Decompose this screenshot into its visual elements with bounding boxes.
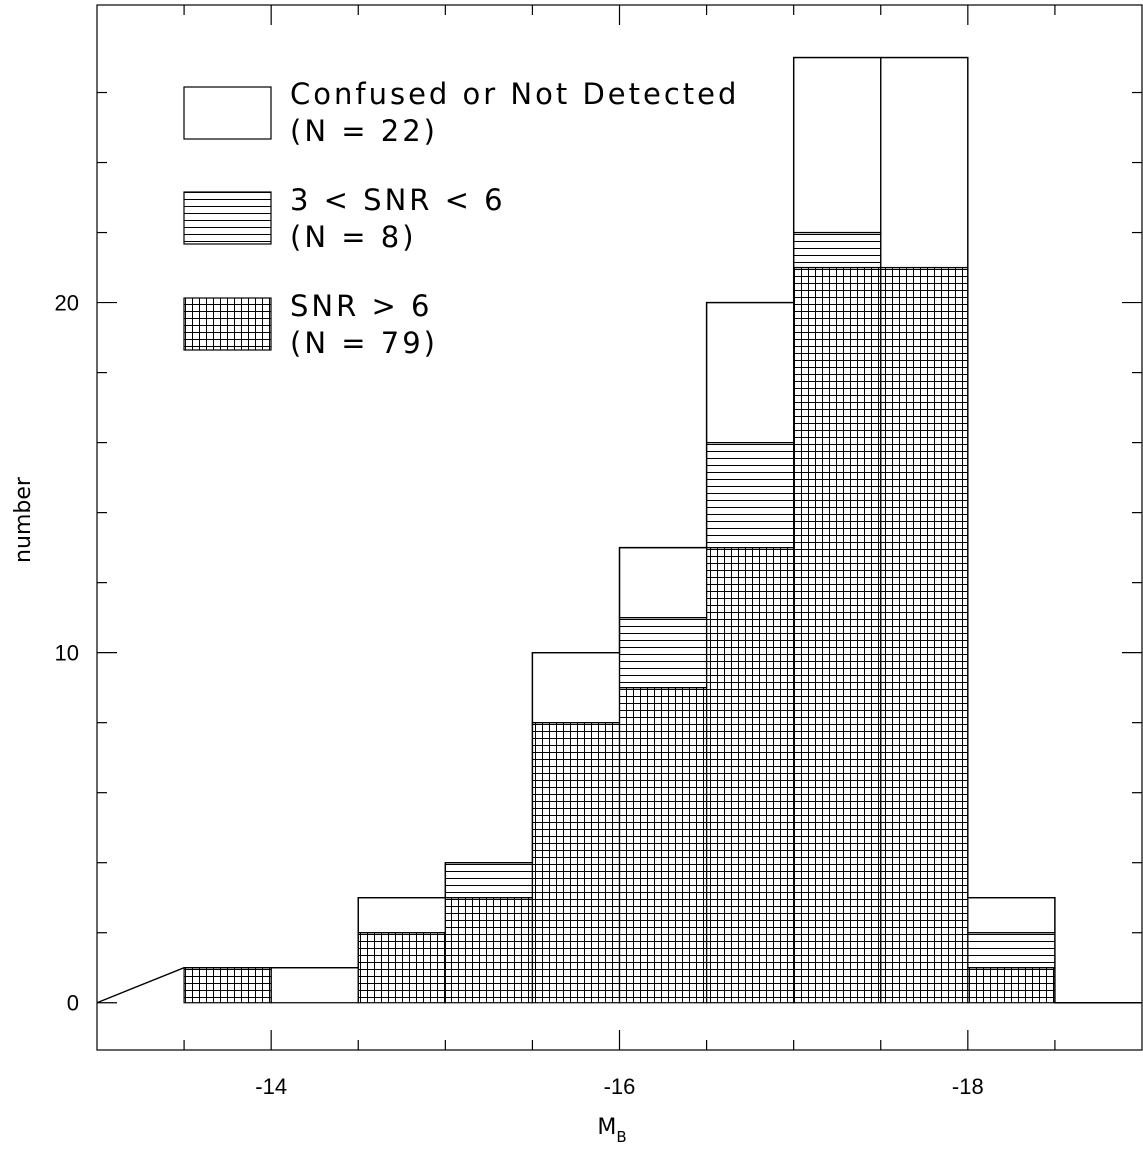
bar-open-4 bbox=[531, 652, 621, 724]
bar-crosshatch-3 bbox=[444, 897, 534, 1004]
bar-crosshatch-4 bbox=[531, 722, 621, 1004]
bar-crosshatch-8 bbox=[880, 266, 969, 1004]
bar-crosshatch-9 bbox=[967, 967, 1056, 1004]
bar-crosshatch-5 bbox=[618, 687, 708, 1004]
x-tick-label: -14 bbox=[255, 1074, 287, 1099]
tick-labels: -14 -16 -18 0 10 20 bbox=[55, 291, 984, 1099]
bar-horizontal-lines-5 bbox=[618, 617, 708, 689]
legend-label-confused: Confused or Not Detected bbox=[290, 77, 739, 111]
bar-open-7 bbox=[793, 56, 882, 234]
x-axis-title: MB bbox=[597, 1115, 626, 1146]
x-axis-title-subscript: B bbox=[616, 1128, 626, 1146]
legend-swatch-confused bbox=[183, 86, 272, 140]
bar-crosshatch-2 bbox=[357, 932, 446, 1004]
bar-horizontal-lines-3 bbox=[444, 862, 534, 899]
bar-horizontal-lines-9 bbox=[967, 932, 1056, 969]
x-axis-title-main: M bbox=[597, 1115, 616, 1140]
bar-open-6 bbox=[705, 301, 795, 444]
legend-label-mid-snr: 3 < SNR < 6 bbox=[290, 183, 506, 217]
y-tick-label: 10 bbox=[55, 641, 79, 666]
bar-horizontal-lines-7 bbox=[793, 231, 882, 269]
legend-swatch-mid-snr bbox=[183, 191, 272, 245]
bar-crosshatch-6 bbox=[705, 547, 795, 1004]
legend-swatch-high-snr bbox=[183, 297, 272, 351]
legend-count-confused: (N = 22) bbox=[290, 114, 438, 148]
bars-layer bbox=[183, 56, 1056, 1004]
bar-open-2 bbox=[357, 897, 446, 934]
legend: Confused or Not Detected (N = 22) 3 < SN… bbox=[183, 77, 739, 360]
legend-label-high-snr: SNR > 6 bbox=[290, 289, 432, 323]
legend-count-high-snr: (N = 79) bbox=[290, 326, 438, 360]
histogram-step-outline bbox=[96, 56, 1142, 1004]
axis-ticks bbox=[97, 5, 1142, 1050]
bar-open-9 bbox=[967, 897, 1056, 934]
y-axis-title: number bbox=[11, 476, 36, 563]
bar-crosshatch-0 bbox=[183, 967, 272, 1004]
bar-open-5 bbox=[618, 547, 708, 619]
bar-open-1 bbox=[270, 967, 359, 1004]
y-tick-label: 0 bbox=[67, 991, 79, 1016]
histogram-outline bbox=[96, 56, 1142, 1004]
x-tick-label: -18 bbox=[952, 1074, 984, 1099]
bar-open-8 bbox=[880, 56, 969, 269]
x-tick-label: -16 bbox=[604, 1074, 636, 1099]
legend-count-mid-snr: (N = 8) bbox=[290, 220, 417, 254]
bar-horizontal-lines-6 bbox=[705, 442, 795, 549]
bar-crosshatch-7 bbox=[793, 266, 882, 1004]
y-tick-label: 20 bbox=[55, 291, 79, 316]
